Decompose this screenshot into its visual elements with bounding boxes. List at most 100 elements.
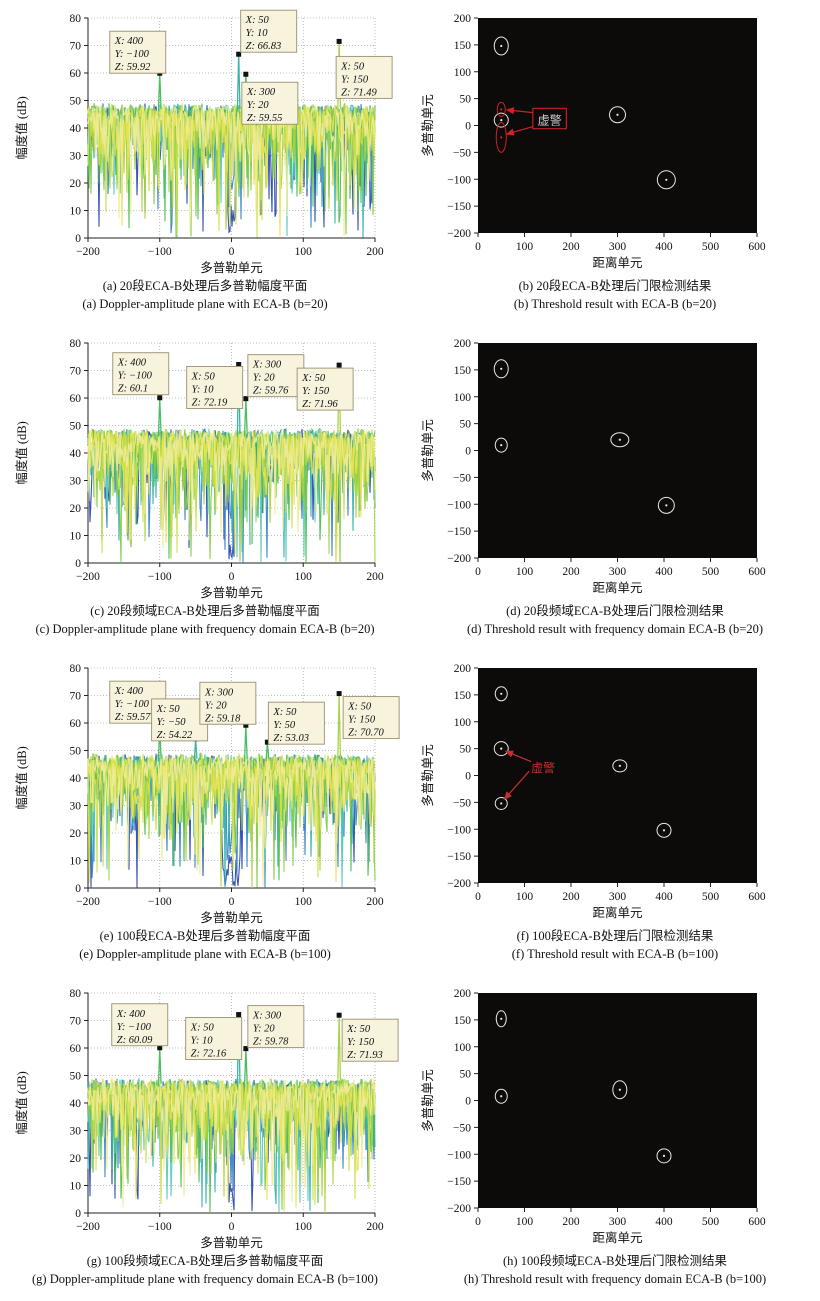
false-alarm-arrow — [505, 107, 533, 115]
datatip-line: Z: 59.92 — [115, 62, 151, 73]
cell-h: −200 −150 −100 −50 0 50 100 150 200 0 100 200 300 400… — [410, 975, 820, 1300]
detection-ellipse — [656, 170, 676, 190]
datatip-line: X: 50 — [301, 373, 326, 384]
detection-ellipse — [657, 496, 675, 514]
y-tick-label: 0 — [465, 121, 471, 133]
datatip: X: 300 Y: 20 Z: 59.78 — [247, 1005, 305, 1049]
figure-row-4: 0 10 20 30 40 50 60 70 80 −200 −100 0 100 200 幅度值 (dB)… — [0, 975, 820, 1300]
datatip-marker — [236, 1012, 242, 1018]
x-tick-label: 200 — [366, 1221, 384, 1233]
detection-center-dot — [618, 764, 621, 767]
detection-ellipse — [610, 432, 630, 448]
datatip-line: Y: −100 — [118, 371, 153, 382]
x-axis-label: 多普勒单元 — [200, 911, 263, 925]
y-tick-label: 10 — [70, 206, 82, 218]
y-tick-label: 30 — [70, 476, 82, 488]
datatip-line: Z: 60.1 — [118, 384, 148, 395]
detection-center-dot — [500, 692, 503, 695]
x-tick-label: −100 — [148, 246, 172, 258]
datatip: X: 50 Y: 10 Z: 72.16 — [185, 1017, 243, 1061]
y-tick-label: 100 — [454, 1042, 472, 1054]
y-tick-label: −200 — [447, 553, 471, 565]
cell-c: 0 10 20 30 40 50 60 70 80 −200 −100 0 100 200 幅度值 (dB)… — [0, 325, 410, 650]
caption-zh-b: (b) 20段ECA-B处理后门限检测结果 — [518, 279, 712, 293]
datatip-line: Z: 66.83 — [246, 41, 282, 52]
x-tick-label: −200 — [76, 1221, 100, 1233]
y-axis-label: 多普勒单元 — [421, 419, 435, 482]
caption-zh-d: (d) 20段频域ECA-B处理后门限检测结果 — [506, 604, 724, 618]
datatip-marker — [157, 1045, 163, 1051]
detection-ellipse — [609, 106, 626, 124]
detection-center-dot — [500, 367, 503, 370]
y-tick-label: 200 — [454, 663, 472, 675]
false-alarm-label: 虚警 — [538, 113, 562, 128]
x-tick-label: 600 — [748, 891, 766, 903]
x-tick-label: 100 — [295, 1221, 313, 1233]
y-tick-label: 70 — [70, 366, 82, 378]
detection-center-dot — [500, 1017, 503, 1020]
detection-ellipse — [493, 112, 509, 128]
x-tick-label: 300 — [609, 241, 627, 253]
caption-zh-a: (a) 20段ECA-B处理后多普勒幅度平面 — [102, 279, 308, 293]
caption-en-d: (d) Threshold result with frequency doma… — [467, 622, 763, 636]
y-tick-label: 0 — [465, 771, 471, 783]
y-tick-label: 50 — [460, 94, 472, 106]
amplitude-chart-c: 0 10 20 30 40 50 60 70 80 −200 −100 0 100 200 幅度值 (dB)… — [14, 338, 384, 600]
y-tick-label: 50 — [460, 1069, 472, 1081]
detection-center-dot — [500, 44, 503, 48]
caption-en-e: (e) Doppler-amplitude plane with ECA-B (… — [79, 947, 331, 961]
axes — [474, 667, 758, 887]
threshold-chart-f: −200 −150 −100 −50 0 50 100 150 200 0 100 200 300 400… — [421, 663, 766, 920]
x-tick-label: 100 — [516, 1216, 534, 1228]
datatip: X: 300 Y: 20 Z: 59.76 — [247, 354, 305, 398]
y-tick-label: 50 — [460, 744, 472, 756]
y-tick-label: 20 — [70, 828, 82, 840]
y-tick-label: 200 — [454, 13, 472, 25]
datatip: X: 50 Y: 150 Z: 71.49 — [335, 55, 393, 99]
datatip-marker — [336, 1012, 342, 1018]
y-axis-label: 多普勒单元 — [421, 744, 435, 807]
x-tick-label: 400 — [655, 1216, 673, 1228]
datatip-line: Y: 20 — [253, 373, 276, 384]
datatip-line: Y: −50 — [157, 717, 187, 728]
y-tick-label: 50 — [460, 419, 472, 431]
y-tick-label: 40 — [70, 448, 82, 460]
cell-b: −200 −150 −100 −50 0 50 100 150 200 0 100 200 300 400… — [410, 0, 820, 325]
cell-g: 0 10 20 30 40 50 60 70 80 −200 −100 0 100 200 幅度值 (dB)… — [0, 975, 410, 1300]
y-tick-label: 0 — [75, 883, 81, 895]
y-tick-label: 60 — [70, 718, 82, 730]
x-tick-label: −200 — [76, 246, 100, 258]
x-tick-label: −200 — [76, 896, 100, 908]
y-tick-label: −200 — [447, 228, 471, 240]
datatip-line: X: 400 — [116, 1009, 146, 1020]
datatip-line: Z: 71.96 — [302, 399, 338, 410]
caption-zh-e: (e) 100段ECA-B处理后多普勒幅度平面 — [99, 929, 311, 943]
detection-ellipse — [495, 1010, 507, 1028]
datatip-line: Y: −100 — [117, 1022, 152, 1033]
detection-center-dot — [662, 829, 666, 832]
caption-zh-c: (c) 20段频域ECA-B处理后多普勒幅度平面 — [90, 604, 320, 618]
x-axis-label: 多普勒单元 — [200, 1236, 263, 1250]
y-tick-label: 150 — [454, 690, 472, 702]
y-tick-label: −200 — [447, 878, 471, 890]
x-tick-label: 200 — [562, 566, 580, 578]
datatip: X: 400 Y: −100 Z: 59.92 — [109, 30, 167, 74]
plot-area: −200 −150 −100 −50 0 50 100 150 200 0 100 200 300 400… — [421, 13, 766, 270]
y-tick-label: 0 — [75, 1208, 81, 1220]
noise-series — [87, 1077, 376, 1214]
y-tick-label: 50 — [70, 421, 82, 433]
datatip-line: Y: 20 — [205, 700, 228, 711]
detection-center-dot — [500, 802, 503, 805]
y-tick-label: 80 — [70, 988, 82, 1000]
detection-center-dot — [500, 136, 503, 139]
caption-en-c: (c) Doppler-amplitude plane with frequen… — [35, 622, 375, 636]
caption-zh-g: (g) 100段频域ECA-B处理后多普勒幅度平面 — [86, 1254, 324, 1268]
plot-background — [478, 343, 757, 558]
x-axis-label: 距离单元 — [592, 580, 642, 595]
caption-en-f: (f) Threshold result with ECA-B (b=100) — [511, 947, 719, 961]
detection-center-dot — [500, 747, 503, 750]
y-tick-label: 150 — [454, 40, 472, 52]
x-tick-label: 500 — [702, 891, 720, 903]
datatip: X: 50 Y: 10 Z: 72.19 — [186, 366, 244, 409]
y-tick-label: −150 — [447, 851, 471, 863]
